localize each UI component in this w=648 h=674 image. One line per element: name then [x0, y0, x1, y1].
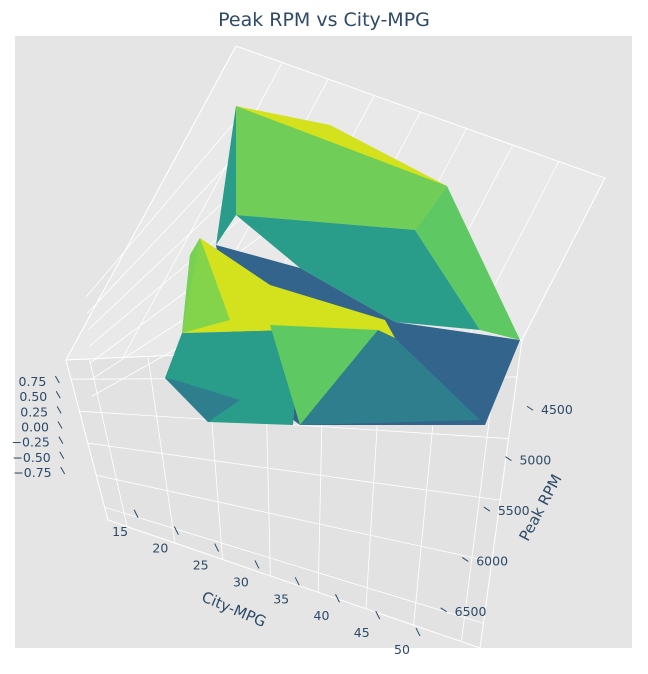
z-tick-mark [57, 421, 63, 429]
z-tick-label: −0.75 [13, 465, 51, 480]
y-tick-label: 5000 [519, 453, 551, 468]
y-tick-mark [483, 506, 491, 512]
z-tick-label: 0.25 [20, 404, 48, 419]
x-tick-mark [294, 577, 300, 586]
x-tick-mark [173, 526, 179, 535]
surface-face [236, 215, 480, 330]
x-tick-label: 20 [152, 541, 168, 556]
x-tick-mark [415, 627, 421, 637]
surface-face [216, 106, 236, 245]
surface-mesh [165, 106, 520, 425]
y-tick-label: 4500 [541, 402, 573, 417]
y-tick-mark [440, 607, 447, 613]
x-tick-mark [214, 543, 220, 552]
z-grid-line [88, 205, 257, 347]
y-tick-label: 6000 [476, 553, 508, 568]
z-tick-label: 0.50 [19, 389, 47, 404]
y-tick-label: 6500 [455, 604, 487, 619]
surface-face [182, 238, 395, 338]
z-tick-mark [55, 390, 61, 399]
y-tick-mark [461, 557, 469, 562]
x-tick-mark [375, 610, 381, 620]
surface-face [182, 238, 230, 333]
surface-face [270, 325, 378, 425]
x-tick-label: 40 [314, 608, 330, 623]
chart-title: Peak RPM vs City-MPG [218, 9, 430, 31]
z-tick-label: 0.75 [19, 374, 47, 389]
x-tick-label: 30 [233, 574, 249, 589]
y-grid-line [79, 410, 509, 439]
z-tick-mark [58, 436, 64, 444]
y-tick-mark [526, 405, 534, 411]
z-tick-label: 0.00 [21, 420, 49, 435]
x-tick-label: 35 [273, 591, 289, 606]
axis-ticks: 15 20 25 30 35 40 45 50 4500 5000 5500 6000 6500 0.75… [12, 374, 573, 657]
back-grid-line [521, 177, 606, 341]
surface-face [300, 330, 480, 425]
y-tick-mark [505, 456, 512, 462]
x-tick-label: 25 [193, 558, 209, 573]
y-grid-line [96, 474, 492, 563]
z-tick-mark [59, 451, 65, 460]
surface-face [415, 186, 520, 340]
back-grid-line [65, 45, 237, 361]
x-tick-label: 15 [112, 524, 128, 539]
surface-face [236, 106, 447, 230]
z-tick-label: −0.25 [12, 435, 50, 450]
z-tick-mark [56, 406, 62, 414]
z-grid-line [86, 146, 245, 314]
x-grid-line [147, 356, 176, 544]
z-tick-mark [60, 466, 66, 475]
z-grid-line [86, 117, 239, 297]
x-tick-mark [254, 560, 260, 569]
x-tick-label: 50 [394, 642, 410, 657]
y-grid-line [87, 442, 501, 501]
z-tick-label: −0.50 [12, 450, 50, 465]
z-tick-mark [54, 375, 60, 384]
x-tick-mark [335, 593, 340, 603]
y-grid-line [104, 506, 484, 624]
x-tick-label: 45 [354, 625, 370, 640]
x-tick-mark [133, 509, 139, 518]
y-tick-label: 5500 [498, 503, 530, 518]
surface-face [165, 378, 240, 422]
x-grid-line [89, 358, 128, 527]
